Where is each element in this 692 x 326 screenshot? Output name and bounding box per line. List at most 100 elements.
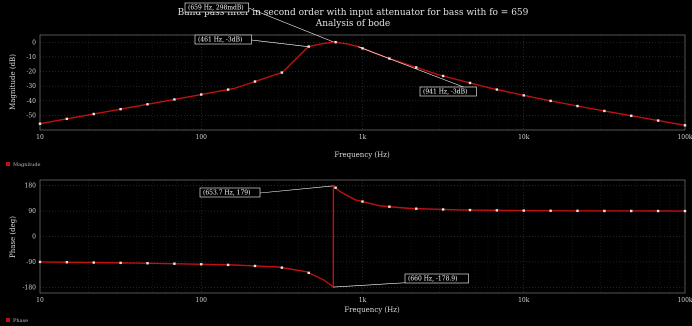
x-tick-label: 10k bbox=[518, 297, 530, 304]
magnitude-plot: 0 -10 -20 -30 -40 -50 10 100 1k 10k 100k (659 Hz,… bbox=[6, 2, 692, 168]
curve-marker bbox=[441, 208, 445, 211]
y-tick-label: -90 bbox=[26, 259, 36, 266]
magnitude-y-ticks: 0 -10 -20 -30 -40 -50 bbox=[26, 39, 36, 119]
curve-marker bbox=[630, 209, 633, 213]
phase-x-ticks: 10 100 1k 10k 100k bbox=[36, 297, 692, 304]
phase-annotations: (653.7 Hz, 179) (660 Hz, -178.9) bbox=[199, 185, 469, 288]
curve-marker bbox=[683, 209, 687, 213]
curve-marker bbox=[280, 266, 284, 269]
x-tick-label: 1k bbox=[359, 297, 367, 304]
curve-marker bbox=[683, 124, 687, 127]
x-tick-label: 100 bbox=[196, 134, 208, 141]
curve-marker bbox=[334, 40, 337, 44]
annotation-leader bbox=[259, 185, 333, 194]
magnitude-x-axis-label: Frequency (Hz) bbox=[334, 151, 390, 159]
x-tick-label: 10 bbox=[36, 297, 44, 304]
phase-legend-label: Phase bbox=[13, 318, 28, 324]
y-tick-label: 0 bbox=[32, 39, 36, 46]
curve-marker bbox=[630, 114, 633, 117]
annotation-label: (660 Hz, -178.9) bbox=[408, 276, 457, 283]
annotation-label: (461 Hz, -3dB) bbox=[198, 37, 242, 44]
annotation-leader bbox=[248, 7, 334, 43]
magnitude-y-axis-label: Magnitude (dB) bbox=[9, 54, 17, 110]
x-tick-label: 10k bbox=[518, 134, 530, 141]
curve-marker bbox=[119, 261, 122, 265]
phase-legend: Phase bbox=[6, 318, 28, 324]
annotation-label: (653.7 Hz, 179) bbox=[203, 190, 250, 197]
annotation-box bbox=[194, 34, 252, 45]
x-tick-label: 100k bbox=[677, 297, 692, 304]
curve-marker bbox=[92, 261, 95, 264]
curve-marker bbox=[38, 122, 42, 125]
curve-marker bbox=[549, 209, 552, 212]
annotation-label: (659 Hz, 298mdB) bbox=[188, 5, 244, 12]
curve-marker bbox=[388, 205, 391, 208]
curve-marker bbox=[522, 94, 525, 97]
curve-marker bbox=[92, 112, 95, 116]
y-tick-label: -10 bbox=[26, 54, 36, 61]
phase-y-axis-label: Phase (deg) bbox=[9, 216, 17, 258]
y-tick-label: -180 bbox=[23, 284, 37, 291]
magnitude-grid bbox=[39, 35, 685, 130]
curve-marker bbox=[253, 80, 257, 83]
phase-plot: 180 90 0 -90 -180 10 100 1k 10k 100k (653.7 Hz, … bbox=[6, 179, 692, 324]
magnitude-curve bbox=[39, 41, 686, 126]
magnitude-annotations: (659 Hz, 298mdB) (461 Hz, -3dB) (941 Hz, -… bbox=[184, 2, 477, 97]
y-tick-label: -30 bbox=[26, 83, 36, 90]
curve-marker bbox=[656, 209, 660, 213]
curve-marker bbox=[441, 74, 445, 78]
annotation-box bbox=[404, 273, 469, 284]
curve-marker bbox=[361, 200, 364, 203]
chart-title: Band pass filter in second order with in… bbox=[178, 8, 529, 18]
phase-legend-swatch bbox=[6, 318, 10, 322]
x-tick-label: 1k bbox=[359, 134, 367, 141]
curve-marker bbox=[173, 262, 176, 265]
curve-marker bbox=[280, 71, 284, 74]
curve-marker bbox=[576, 209, 579, 213]
curve-marker bbox=[253, 264, 257, 268]
magnitude-legend-label: Magnitude bbox=[13, 162, 41, 168]
curve-marker bbox=[307, 45, 310, 48]
curve-marker bbox=[468, 208, 472, 212]
curve-marker bbox=[119, 107, 122, 111]
curve-marker bbox=[576, 104, 579, 108]
annotation-box bbox=[184, 2, 249, 13]
curve-marker bbox=[468, 81, 472, 85]
curve-marker bbox=[200, 263, 203, 266]
magnitude-legend: Magnitude bbox=[6, 162, 41, 168]
phase-markers bbox=[38, 186, 687, 275]
annotation-leader bbox=[358, 46, 477, 93]
x-tick-label: 10 bbox=[36, 134, 44, 141]
phase-x-axis-label: Frequency (Hz) bbox=[344, 306, 400, 314]
x-tick-label: 100k bbox=[677, 134, 692, 141]
curve-marker bbox=[226, 88, 230, 91]
curve-marker bbox=[603, 109, 606, 113]
curve-marker bbox=[38, 260, 42, 264]
x-tick-label: 100 bbox=[196, 297, 208, 304]
curve-marker bbox=[226, 263, 230, 267]
y-tick-label: -20 bbox=[26, 69, 36, 76]
curve-marker bbox=[146, 262, 149, 265]
phase-y-ticks: 180 90 0 -90 -180 bbox=[23, 183, 37, 292]
chart-subtitle: Analysis of bode bbox=[315, 19, 390, 29]
y-tick-label: 90 bbox=[28, 208, 36, 215]
curve-marker bbox=[603, 209, 606, 213]
curve-marker bbox=[334, 186, 337, 189]
curve-marker bbox=[549, 99, 552, 103]
curve-marker bbox=[307, 271, 310, 275]
curve-marker bbox=[65, 261, 69, 264]
y-tick-label: -40 bbox=[26, 98, 36, 105]
y-tick-label: 180 bbox=[25, 183, 37, 190]
curve-marker bbox=[522, 209, 525, 212]
y-tick-label: 0 bbox=[32, 234, 36, 241]
curve-marker bbox=[65, 117, 69, 121]
curve-marker bbox=[173, 98, 176, 101]
annotation-leader bbox=[251, 39, 309, 47]
annotation-box bbox=[419, 86, 477, 97]
curve-marker bbox=[656, 119, 660, 122]
curve-marker bbox=[146, 103, 149, 106]
curve-marker bbox=[415, 66, 418, 69]
annotation-label: (941 Hz, -3dB) bbox=[423, 89, 467, 96]
curve-marker bbox=[200, 93, 203, 96]
